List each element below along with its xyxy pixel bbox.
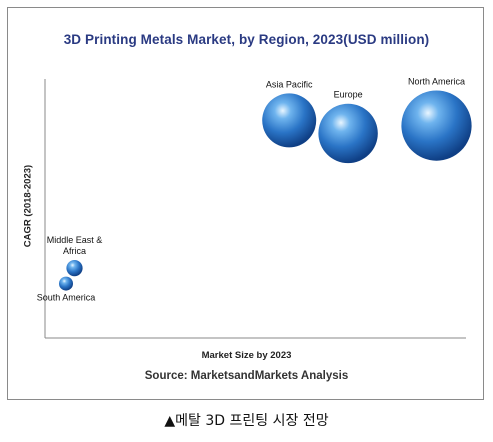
bubble-4 bbox=[59, 276, 73, 291]
bubble-label-3-0: Middle East & bbox=[47, 235, 103, 245]
y-axis-label: CAGR (2018-2023) bbox=[22, 164, 34, 248]
x-axis-label: Market Size by 2023 bbox=[201, 350, 292, 361]
chart-title: 3D Printing Metals Market, by Region, 20… bbox=[63, 32, 430, 47]
bubble-label-3-1: Africa bbox=[63, 246, 86, 256]
bubble-layer: Asia Pacific Europe North America Middle Ea… bbox=[37, 77, 472, 303]
chart-frame bbox=[7, 7, 484, 400]
image-caption: ▲메탈 3D 프린팅 시장 전망 bbox=[164, 413, 329, 429]
bubble-label-0-0: Asia Pacific bbox=[266, 79, 313, 89]
bubble-label-2-0: North America bbox=[408, 77, 465, 87]
bubble-1 bbox=[318, 103, 378, 164]
bubble-label-1-0: Europe bbox=[334, 90, 363, 100]
bubble-3 bbox=[66, 260, 83, 277]
bubble-label-4-0: South America bbox=[37, 293, 96, 303]
bubble-0 bbox=[262, 93, 317, 148]
bubble-2 bbox=[401, 90, 472, 161]
source-note: Source: MarketsandMarkets Analysis bbox=[144, 370, 349, 382]
